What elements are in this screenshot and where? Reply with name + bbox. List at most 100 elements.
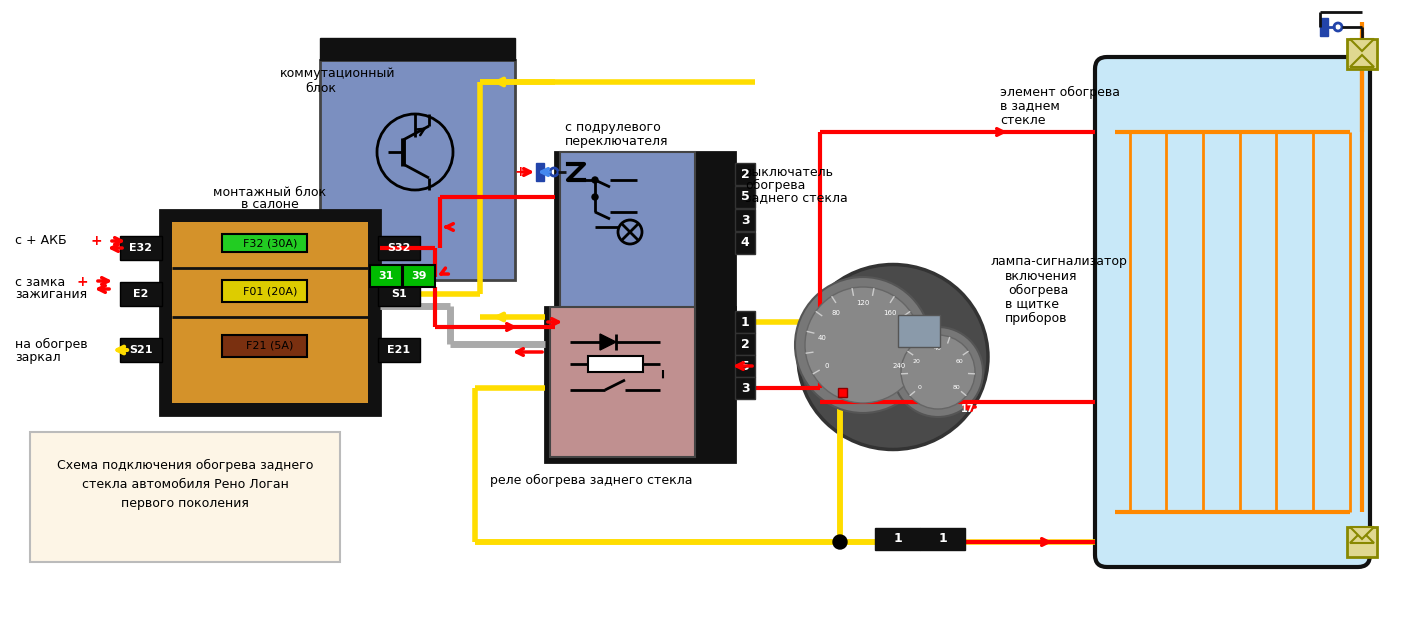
- Bar: [735, 333, 754, 355]
- Bar: [121, 236, 162, 260]
- Text: обогрева: обогрева: [744, 179, 805, 192]
- Text: 80: 80: [831, 310, 841, 316]
- Bar: [403, 265, 435, 287]
- Bar: [121, 282, 162, 306]
- Bar: [735, 186, 754, 208]
- Bar: [735, 209, 754, 231]
- Bar: [172, 222, 369, 403]
- Text: 39: 39: [411, 271, 427, 281]
- Circle shape: [618, 220, 642, 244]
- Circle shape: [805, 287, 922, 403]
- Circle shape: [893, 327, 983, 417]
- Text: 60: 60: [956, 360, 964, 364]
- Text: 0: 0: [824, 363, 830, 369]
- Text: S1: S1: [391, 289, 407, 299]
- Text: 1: 1: [740, 315, 749, 328]
- Text: 17: 17: [961, 404, 974, 414]
- Bar: [735, 163, 754, 185]
- Text: лампа-сигнализатор: лампа-сигнализатор: [990, 256, 1127, 269]
- Text: S32: S32: [387, 243, 411, 253]
- Text: 240: 240: [893, 363, 906, 369]
- Bar: [320, 60, 515, 280]
- Text: +: +: [515, 165, 526, 179]
- Bar: [735, 377, 754, 399]
- Bar: [370, 265, 401, 287]
- Text: в салоне: в салоне: [241, 198, 299, 210]
- Text: 5: 5: [740, 190, 749, 203]
- Text: 200: 200: [898, 335, 910, 341]
- Polygon shape: [1350, 39, 1374, 51]
- Bar: [379, 236, 420, 260]
- Text: +: +: [91, 234, 102, 248]
- Text: в заднем: в заднем: [1000, 100, 1059, 113]
- Text: 120: 120: [856, 300, 869, 306]
- Text: 20: 20: [912, 360, 920, 364]
- Text: 4: 4: [740, 236, 749, 249]
- Circle shape: [591, 194, 598, 200]
- Bar: [210, 272, 320, 307]
- Bar: [545, 307, 735, 462]
- Text: заднего стекла: заднего стекла: [744, 192, 848, 205]
- Text: в щитке: в щитке: [1005, 297, 1059, 310]
- Bar: [554, 152, 735, 332]
- Text: с замка: с замка: [16, 276, 65, 289]
- Circle shape: [795, 277, 932, 413]
- Text: 0: 0: [917, 385, 922, 390]
- Bar: [210, 229, 320, 257]
- Circle shape: [591, 177, 598, 183]
- Polygon shape: [600, 334, 615, 350]
- Bar: [1347, 527, 1377, 557]
- Text: первого поколения: первого поколения: [121, 496, 250, 509]
- Text: зажигания: зажигания: [16, 287, 86, 300]
- Bar: [210, 322, 320, 362]
- Circle shape: [900, 335, 976, 409]
- Bar: [550, 307, 695, 457]
- Text: E32: E32: [129, 243, 153, 253]
- Text: E2: E2: [133, 289, 149, 299]
- Text: +: +: [77, 275, 88, 289]
- Text: стекле: стекле: [1000, 113, 1045, 126]
- Circle shape: [377, 114, 452, 190]
- Bar: [223, 280, 308, 302]
- Text: 3: 3: [740, 213, 749, 226]
- Text: выключатель: выключатель: [744, 165, 834, 179]
- Bar: [920, 528, 966, 550]
- Text: элемент обогрева: элемент обогрева: [1000, 85, 1120, 98]
- Bar: [898, 315, 940, 347]
- Text: реле обогрева заднего стекла: реле обогрева заднего стекла: [491, 473, 692, 486]
- Bar: [875, 528, 920, 550]
- Bar: [536, 163, 545, 181]
- Text: F21 (5A): F21 (5A): [247, 340, 294, 350]
- Bar: [560, 152, 695, 327]
- Text: блок: блок: [305, 81, 336, 95]
- FancyBboxPatch shape: [1095, 57, 1370, 567]
- Text: на обогрев: на обогрев: [16, 338, 88, 351]
- Text: 160: 160: [883, 310, 896, 316]
- Text: 1: 1: [893, 532, 902, 545]
- Bar: [838, 388, 847, 397]
- Text: переключателя: переключателя: [564, 134, 668, 147]
- Polygon shape: [1350, 531, 1374, 543]
- Text: F01 (20A): F01 (20A): [242, 286, 298, 296]
- Text: монтажный блок: монтажный блок: [214, 185, 326, 198]
- Text: коммутационный: коммутационный: [279, 68, 396, 80]
- Bar: [160, 210, 380, 415]
- Bar: [379, 338, 420, 362]
- Text: 40: 40: [934, 345, 942, 351]
- Text: S21: S21: [129, 345, 153, 355]
- Bar: [735, 311, 754, 333]
- Text: 80: 80: [953, 385, 960, 390]
- Text: включения: включения: [1005, 269, 1078, 282]
- Polygon shape: [1350, 55, 1374, 67]
- Text: приборов: приборов: [1005, 312, 1068, 325]
- Bar: [735, 232, 754, 254]
- Text: Схема подключения обогрева заднего: Схема подключения обогрева заднего: [57, 458, 313, 471]
- Text: 31: 31: [379, 271, 394, 281]
- Text: 3: 3: [740, 381, 749, 394]
- Text: F32 (30A): F32 (30A): [242, 238, 298, 248]
- Bar: [1320, 18, 1329, 36]
- Text: 40: 40: [817, 335, 827, 341]
- Text: стекла автомобиля Рено Логан: стекла автомобиля Рено Логан: [82, 478, 288, 491]
- Bar: [223, 335, 308, 357]
- Bar: [735, 355, 754, 377]
